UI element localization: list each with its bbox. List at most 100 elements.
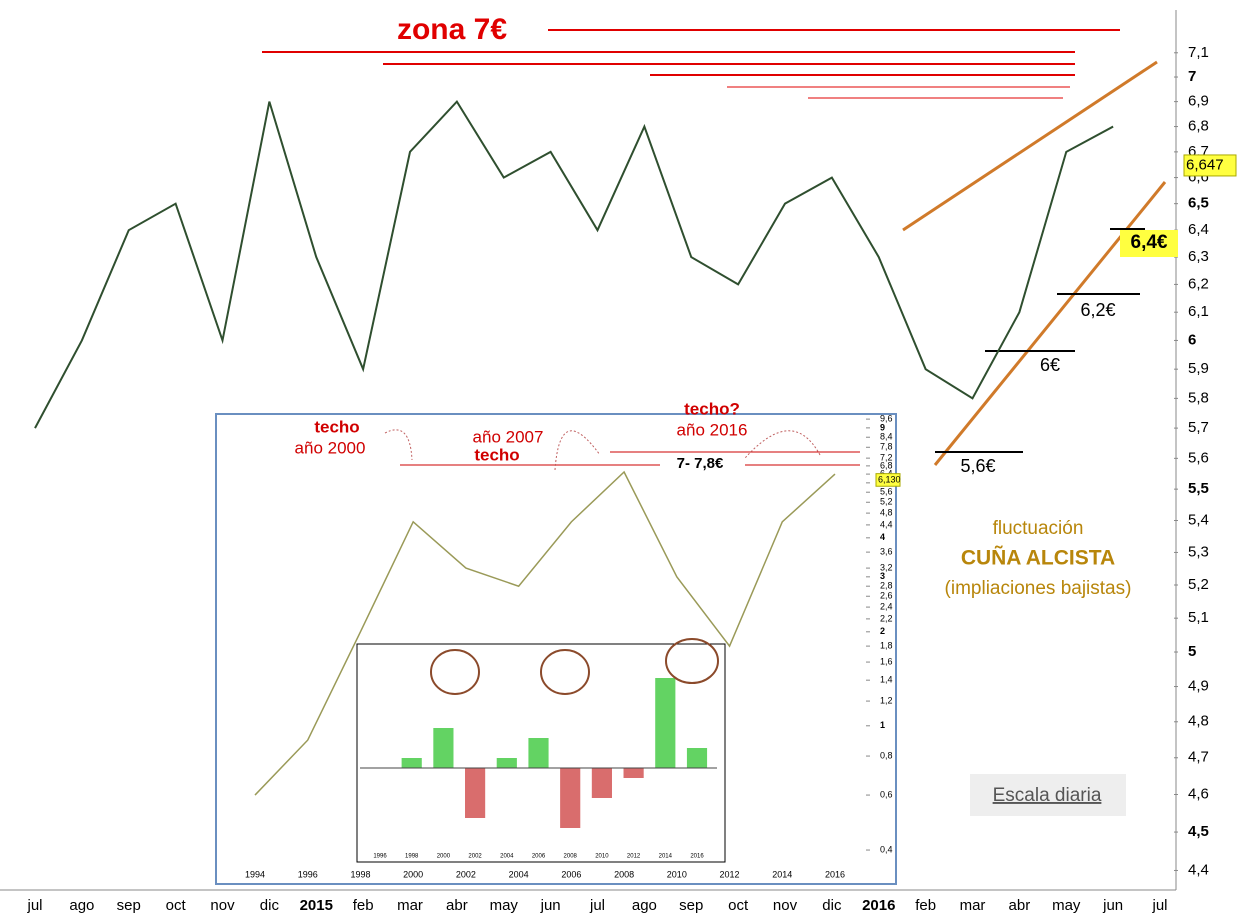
y-tick-label: 5,5 (1188, 480, 1209, 497)
y-tick-label: 5,7 (1188, 419, 1209, 436)
arrow (734, 430, 821, 471)
arrows (384, 429, 821, 471)
y-tick-label: 4,8 (1188, 713, 1209, 730)
y-tick-label: 5,2 (880, 497, 893, 507)
x-tick-label: 2012 (720, 869, 740, 879)
inset-chart: 0,4 0,6 0,8 1 1,2 1,4 1,6 1,8 2 2,2 2,42,62,833,2 3… (245, 414, 901, 880)
y-tick-label: 6,3 (1188, 248, 1209, 265)
annotation: 6,4€ (1131, 232, 1168, 253)
x-tick-label: sep (679, 897, 703, 914)
y-tick-label: 7,8 (880, 442, 893, 452)
y-tick-label: 5,6 (1188, 449, 1209, 466)
x-tick-label: 1994 (245, 869, 265, 879)
last-price-label: 6,130 (878, 474, 901, 484)
main-chart: 4,4 4,5 4,6 4,7 4,8 4,9 5 5,1 5,2 5,3 5,4 5,5 5,6 5,7… (26, 44, 1237, 914)
y-tick-label: 4 (880, 532, 885, 542)
annotation: techo? (684, 399, 740, 418)
histogram-bar (655, 678, 676, 768)
x-tick-label: 1996 (373, 854, 387, 860)
y-tick-label: 9,6 (880, 414, 893, 424)
x-tick-label: 2016 (862, 897, 895, 914)
circle (540, 649, 590, 695)
histogram-bar (591, 768, 612, 798)
y-tick-label: 5 (1188, 643, 1196, 660)
histogram-bar (401, 758, 422, 768)
support-lines (935, 228, 1145, 453)
label-box (660, 455, 745, 473)
y-tick-label: 7,2 (880, 453, 893, 463)
x-tick-label: 2014 (659, 854, 673, 860)
label-box (970, 774, 1126, 816)
y-tick-label: 6,2 (1188, 275, 1209, 292)
y-tick-label: 4,7 (1188, 749, 1209, 766)
histogram-bar (686, 748, 708, 768)
y-tick-label: 2 (880, 626, 885, 636)
x-tick-label: 2004 (509, 869, 529, 879)
y-tick-label: 6,9 (1188, 93, 1209, 110)
y-tick-label: 8,4 (880, 432, 893, 442)
y-tick-label: 7 (1188, 68, 1196, 85)
x-tick-label: dic (260, 897, 280, 914)
histogram-bar (433, 728, 454, 768)
y-tick-label: 5,3 (1188, 543, 1209, 560)
y-tick-label: 1,2 (880, 695, 893, 705)
annotation: año 2016 (677, 420, 748, 439)
last-price-box (1183, 154, 1237, 177)
x-tick-label: ago (632, 897, 657, 914)
last-price-box (875, 473, 901, 487)
y-tick-label: 9 (880, 422, 885, 432)
x-tick-label: may (490, 897, 519, 914)
annotation: Escala diaria (993, 785, 1102, 806)
y-tick-label: 2,6 (880, 591, 893, 601)
x-tick-label: 2008 (614, 869, 634, 879)
x-tick-label: 2006 (561, 869, 581, 879)
y-tick-label: 0,8 (880, 750, 893, 760)
histogram-bar (623, 768, 644, 778)
annotation: año 2000 (295, 438, 366, 457)
y-tick-label: 4,8 (880, 507, 893, 517)
label-box (1120, 230, 1178, 257)
x-tick-label: dic (822, 897, 842, 914)
price-line (254, 470, 836, 796)
x-tick-label: 2015 (300, 897, 333, 914)
y-tick-label: 6,8 (1188, 118, 1209, 135)
x-tick-label: nov (773, 897, 798, 914)
x-tick-label: 2016 (825, 869, 845, 879)
histogram-bar (560, 768, 581, 828)
x-tick-label: 2008 (564, 854, 578, 860)
annotation: 6,2€ (1080, 300, 1115, 320)
x-tick-label: mar (397, 897, 423, 914)
x-tick-label: mar (960, 897, 986, 914)
x-tick-label: 2002 (468, 854, 482, 860)
x-tick-label: abr (1009, 897, 1031, 914)
x-tick-label: 2004 (500, 854, 514, 860)
annotation: 6€ (1040, 355, 1060, 375)
x-tick-label: 2010 (667, 869, 687, 879)
y-tick-label: 1,8 (880, 640, 893, 650)
y-tick-label: 5,8 (1188, 389, 1209, 406)
y-tick-label: 6,1 (1188, 303, 1209, 320)
y-tick-label: 3 (880, 571, 885, 581)
x-tick-label: 2012 (627, 854, 641, 860)
annotation: techo (314, 417, 359, 436)
annotation: fluctuación (993, 518, 1084, 539)
price-line (34, 99, 1114, 429)
x-tick-label: 2010 (595, 854, 609, 860)
arrow (554, 430, 601, 471)
y-tick-label: 2,8 (880, 581, 893, 591)
y-tick-label: 5,1 (1188, 609, 1209, 626)
x-tick-label: 2014 (772, 869, 792, 879)
y-tick-label: 3,2 (880, 562, 893, 572)
histogram-bar (465, 768, 486, 818)
annotation: 7- 7,8€ (677, 455, 724, 472)
x-tick-label: jul (26, 897, 42, 914)
annotation: techo (474, 445, 519, 464)
y-tick-label: 1,4 (880, 675, 893, 685)
y-tick-label: 5,9 (1188, 360, 1209, 377)
x-tick-label: jul (589, 897, 605, 914)
y-tick-label: 2,2 (880, 613, 893, 623)
y-tick-label: 4,9 (1188, 678, 1209, 695)
y-tick-label: 6,8 (880, 460, 893, 470)
x-tick-label: 2000 (437, 854, 451, 860)
